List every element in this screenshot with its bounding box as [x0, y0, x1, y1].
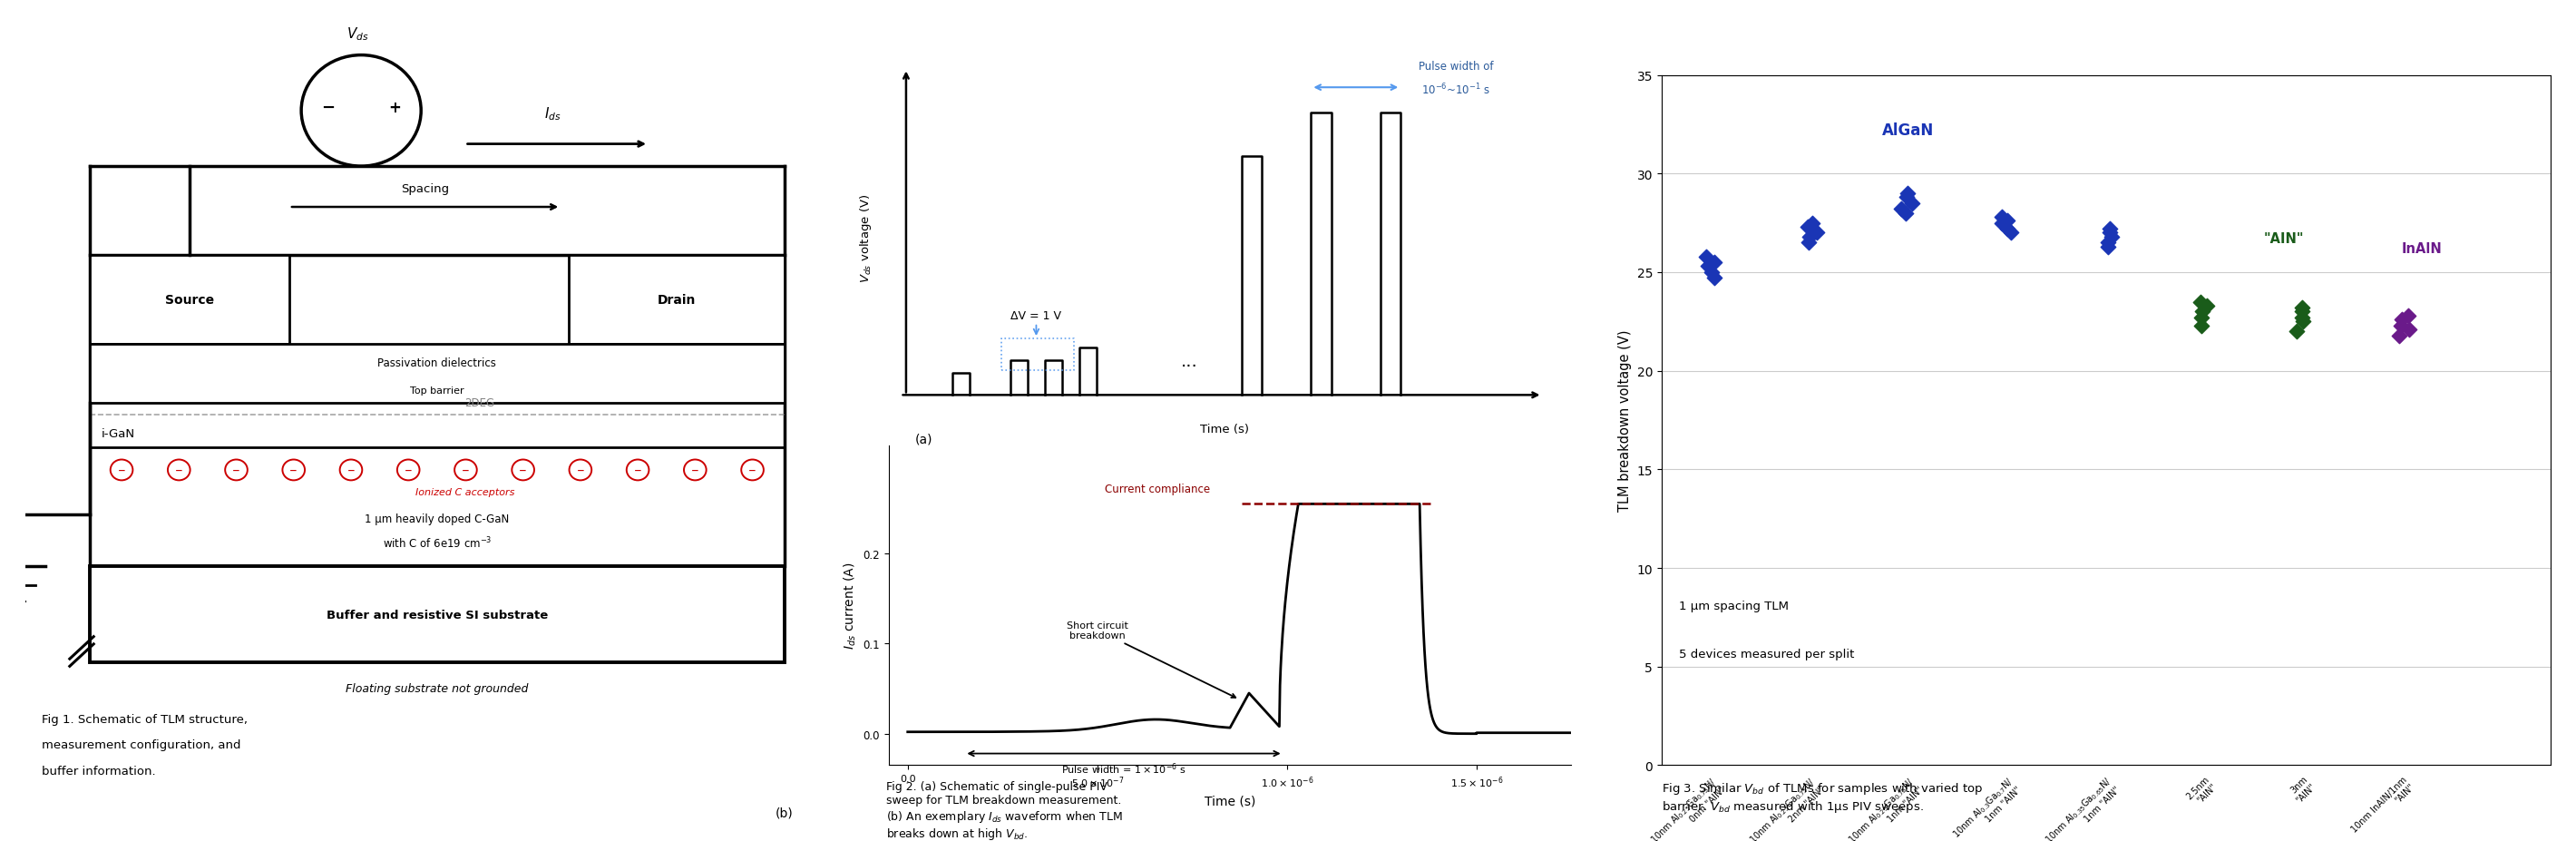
- Text: Pulse width = $1\times10^{-6}$ s: Pulse width = $1\times10^{-6}$ s: [1061, 761, 1188, 776]
- Text: −: −: [289, 466, 299, 475]
- Text: Fig 2. (a) Schematic of single-pulse PIV
sweep for TLM breakdown measurement.
(b: Fig 2. (a) Schematic of single-pulse PIV…: [886, 780, 1123, 841]
- Point: [2282, 315, 2324, 329]
- Text: Time (s): Time (s): [1200, 424, 1249, 436]
- Text: −: −: [175, 466, 183, 475]
- Point: [1981, 217, 2022, 230]
- Text: $I_{ds}$: $I_{ds}$: [544, 105, 562, 123]
- Point: [1795, 226, 1837, 240]
- Text: ΔV = 1 V: ΔV = 1 V: [1010, 309, 1061, 321]
- Point: [2282, 301, 2324, 315]
- Text: −: −: [348, 466, 355, 475]
- Text: −: −: [577, 466, 585, 475]
- Text: InAlN: InAlN: [2401, 242, 2442, 256]
- Text: Pulse width of: Pulse width of: [1419, 61, 1494, 72]
- Text: Fig 1. Schematic of TLM structure,: Fig 1. Schematic of TLM structure,: [41, 713, 247, 725]
- Point: [1788, 230, 1829, 244]
- Point: [1685, 251, 1726, 264]
- Point: [2182, 320, 2223, 333]
- Point: [1986, 214, 2027, 228]
- Bar: [90, 567, 786, 663]
- Text: "AIN": "AIN": [2264, 232, 2303, 246]
- Text: 2DEG: 2DEG: [466, 397, 495, 409]
- Point: [2282, 305, 2324, 319]
- Text: ...: ...: [1180, 352, 1198, 369]
- Point: [2378, 329, 2419, 342]
- Text: 1 μm spacing TLM: 1 μm spacing TLM: [1680, 600, 1790, 611]
- Text: −: −: [404, 466, 412, 475]
- Point: [2182, 305, 2223, 319]
- Text: (a): (a): [914, 433, 933, 446]
- Text: with C of 6e19 cm$^{-3}$: with C of 6e19 cm$^{-3}$: [381, 535, 492, 550]
- Point: [1886, 207, 1927, 220]
- Bar: [90, 256, 289, 345]
- Text: i-GaN: i-GaN: [100, 427, 137, 439]
- Text: −: −: [118, 466, 126, 475]
- Y-axis label: $I_{ds}$ current (A): $I_{ds}$ current (A): [842, 562, 858, 649]
- Text: Source: Source: [165, 294, 214, 306]
- Y-axis label: TLM breakdown voltage (V): TLM breakdown voltage (V): [1618, 330, 1631, 511]
- Text: $V_{ds}$: $V_{ds}$: [345, 25, 368, 43]
- Text: buffer information.: buffer information.: [41, 764, 155, 776]
- Text: +: +: [389, 99, 402, 116]
- Point: [2388, 309, 2429, 323]
- Point: [1793, 217, 1834, 230]
- Text: (b): (b): [775, 806, 793, 818]
- Text: −: −: [520, 466, 528, 475]
- Point: [1695, 257, 1736, 270]
- Point: [1886, 191, 1927, 204]
- Point: [1687, 260, 1728, 273]
- Bar: [90, 256, 786, 567]
- Text: −: −: [750, 466, 757, 475]
- Text: Ionized C acceptors: Ionized C acceptors: [415, 488, 515, 497]
- Text: 5 devices measured per split: 5 devices measured per split: [1680, 648, 1855, 660]
- Point: [2277, 325, 2318, 339]
- Text: −: −: [634, 466, 641, 475]
- Point: [2179, 295, 2221, 309]
- Point: [2282, 311, 2324, 325]
- Point: [1788, 236, 1829, 250]
- Point: [2087, 241, 2128, 254]
- Point: [2089, 226, 2130, 240]
- Text: Fig 3. Similar $V_{bd}$ of TLMs for samples with varied top
barrier. $V_{bd}$ me: Fig 3. Similar $V_{bd}$ of TLMs for samp…: [1662, 780, 1984, 813]
- Bar: [569, 256, 786, 345]
- Point: [2089, 223, 2130, 236]
- Text: Current compliance: Current compliance: [1105, 484, 1211, 495]
- Point: [1991, 226, 2032, 240]
- Point: [2182, 311, 2223, 325]
- Text: Buffer and resistive SI substrate: Buffer and resistive SI substrate: [327, 609, 549, 621]
- Point: [1891, 197, 1932, 210]
- Text: −: −: [690, 466, 698, 475]
- Text: Top barrier: Top barrier: [410, 386, 464, 395]
- Text: Passivation dielectrics: Passivation dielectrics: [379, 357, 497, 369]
- Point: [2383, 314, 2424, 327]
- X-axis label: Time (s): Time (s): [1206, 794, 1255, 807]
- Text: Spacing: Spacing: [402, 183, 448, 195]
- Text: AlGaN: AlGaN: [1883, 122, 1935, 139]
- Text: $V_{ds}$ voltage (V): $V_{ds}$ voltage (V): [858, 194, 873, 283]
- Text: $10^{-6}$~$10^{-1}$ s: $10^{-6}$~$10^{-1}$ s: [1422, 82, 1489, 98]
- Point: [1690, 266, 1731, 279]
- Point: [1692, 272, 1734, 285]
- Point: [1986, 223, 2027, 236]
- Point: [1886, 188, 1927, 201]
- Text: −: −: [232, 466, 240, 475]
- Point: [1981, 211, 2022, 225]
- Text: −: −: [322, 99, 335, 116]
- Text: Short circuit
breakdown: Short circuit breakdown: [1066, 621, 1236, 698]
- Text: 1 μm heavily doped C-GaN: 1 μm heavily doped C-GaN: [366, 512, 510, 524]
- Text: Drain: Drain: [657, 294, 696, 306]
- Text: measurement configuration, and: measurement configuration, and: [41, 738, 240, 750]
- Text: −: −: [461, 466, 469, 475]
- Point: [1880, 203, 1922, 216]
- Point: [1788, 220, 1829, 234]
- Point: [2087, 236, 2128, 250]
- Point: [2388, 323, 2429, 336]
- Bar: [90, 345, 786, 404]
- Point: [2092, 230, 2133, 244]
- Point: [2380, 320, 2421, 333]
- Text: Floating substrate not grounded: Floating substrate not grounded: [345, 683, 528, 695]
- Point: [2187, 299, 2228, 313]
